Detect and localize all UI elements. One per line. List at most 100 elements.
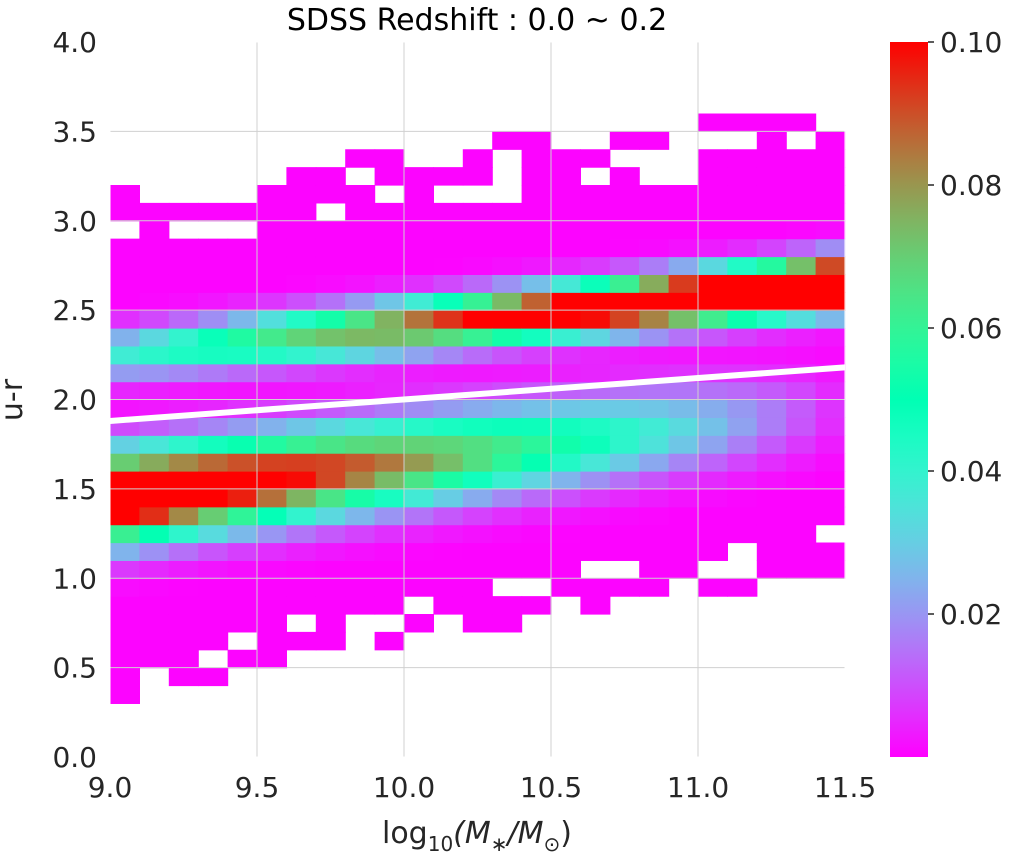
heatmap-cell bbox=[345, 363, 376, 383]
heatmap-cell bbox=[345, 256, 376, 275]
heatmap-cell bbox=[727, 149, 758, 168]
heatmap-cell bbox=[756, 256, 787, 275]
heatmap-cell bbox=[227, 417, 258, 436]
heatmap-cell bbox=[345, 488, 376, 508]
heatmap-cell bbox=[521, 417, 552, 436]
heatmap-cell bbox=[433, 292, 464, 311]
heatmap-cell bbox=[168, 596, 199, 615]
heatmap-cell bbox=[374, 381, 405, 401]
heatmap-cell bbox=[198, 506, 229, 526]
heatmap-cell bbox=[286, 417, 317, 436]
heatmap-cell bbox=[786, 417, 817, 436]
heatmap-cell bbox=[139, 596, 170, 615]
heatmap-cell bbox=[374, 202, 405, 222]
heatmap-cell bbox=[286, 202, 317, 222]
heatmap-cell bbox=[786, 220, 817, 240]
heatmap-cell bbox=[315, 274, 346, 293]
heatmap-cell bbox=[639, 328, 670, 347]
heatmap-cell bbox=[727, 167, 758, 186]
heatmap-cell bbox=[374, 328, 405, 347]
heatmap-cell bbox=[492, 560, 523, 579]
heatmap-cell bbox=[110, 471, 140, 490]
heatmap-cell bbox=[404, 292, 434, 311]
heatmap-cell bbox=[198, 596, 229, 615]
heatmap-cell bbox=[580, 238, 611, 258]
heatmap-cell bbox=[639, 524, 670, 544]
heatmap-cell bbox=[786, 506, 817, 526]
heatmap-cell bbox=[345, 274, 376, 293]
heatmap-cell bbox=[521, 274, 552, 293]
heatmap-cell bbox=[462, 274, 493, 293]
heatmap-cell bbox=[168, 453, 199, 472]
heatmap-cell bbox=[110, 435, 140, 454]
heatmap-cell bbox=[227, 453, 258, 472]
heatmap-cell bbox=[609, 524, 640, 544]
heatmap-cell bbox=[168, 345, 199, 365]
heatmap-cell bbox=[580, 596, 611, 615]
heatmap-cell bbox=[786, 399, 817, 418]
heatmap-cell bbox=[609, 274, 640, 293]
heatmap-cell bbox=[786, 310, 817, 329]
heatmap-cell bbox=[374, 167, 405, 186]
heatmap-cell bbox=[286, 542, 317, 561]
heatmap-cell bbox=[315, 596, 346, 615]
heatmap-cell bbox=[257, 649, 287, 669]
heatmap-cell bbox=[198, 560, 229, 579]
heatmap-cell bbox=[668, 345, 699, 365]
heatmap-cell bbox=[551, 363, 581, 383]
heatmap-cell bbox=[815, 131, 846, 150]
heatmap-cell bbox=[668, 381, 699, 401]
heatmap-cell bbox=[404, 167, 434, 186]
heatmap-cell bbox=[139, 614, 170, 633]
heatmap-cell bbox=[257, 363, 287, 383]
heatmap-cell bbox=[756, 310, 787, 329]
heatmap-cell bbox=[756, 292, 787, 311]
heatmap-cell bbox=[756, 542, 787, 561]
heatmap-cell bbox=[345, 435, 376, 454]
heatmap-cell bbox=[345, 310, 376, 329]
heatmap-cell bbox=[374, 220, 405, 240]
heatmap-cell bbox=[168, 417, 199, 436]
heatmap-cell bbox=[815, 399, 846, 418]
heatmap-cell bbox=[315, 417, 346, 436]
heatmap-cell bbox=[286, 578, 317, 597]
heatmap-cell bbox=[139, 274, 170, 293]
heatmap-cell bbox=[462, 328, 493, 347]
heatmap-cell bbox=[257, 328, 287, 347]
heatmap-cell bbox=[345, 381, 376, 401]
heatmap-cell bbox=[110, 488, 140, 508]
heatmap-cell bbox=[462, 417, 493, 436]
heatmap-cell bbox=[227, 328, 258, 347]
heatmap-cell bbox=[404, 399, 434, 418]
heatmap-cell bbox=[727, 345, 758, 365]
heatmap-cell bbox=[286, 167, 317, 186]
heatmap-cell bbox=[345, 560, 376, 579]
heatmap-cell bbox=[609, 202, 640, 222]
heatmap-cell bbox=[521, 453, 552, 472]
heatmap-cell bbox=[110, 310, 140, 329]
heatmap-cell bbox=[580, 542, 611, 561]
heatmap-cell bbox=[521, 149, 552, 168]
heatmap-cell bbox=[286, 345, 317, 365]
heatmap-cell bbox=[815, 560, 846, 579]
heatmap-cell bbox=[404, 542, 434, 561]
heatmap-cell bbox=[345, 220, 376, 240]
heatmap-cell bbox=[168, 435, 199, 454]
heatmap-cell bbox=[580, 345, 611, 365]
heatmap-cell bbox=[756, 471, 787, 490]
heatmap-cell bbox=[433, 345, 464, 365]
heatmap-cell bbox=[492, 256, 523, 275]
heatmap-cell bbox=[433, 435, 464, 454]
heatmap-cell bbox=[257, 435, 287, 454]
heatmap-cell bbox=[227, 256, 258, 275]
heatmap-cell bbox=[168, 274, 199, 293]
heatmap-cell bbox=[580, 578, 611, 597]
heatmap-cell bbox=[668, 488, 699, 508]
heatmap-cell bbox=[639, 202, 670, 222]
x-tick-label: 10.0 bbox=[373, 771, 435, 804]
heatmap-cell bbox=[433, 399, 464, 418]
heatmap-cell bbox=[198, 202, 229, 222]
heatmap-cell bbox=[139, 435, 170, 454]
y-tick-label: 1.5 bbox=[52, 473, 97, 506]
heatmap-cell bbox=[580, 292, 611, 311]
